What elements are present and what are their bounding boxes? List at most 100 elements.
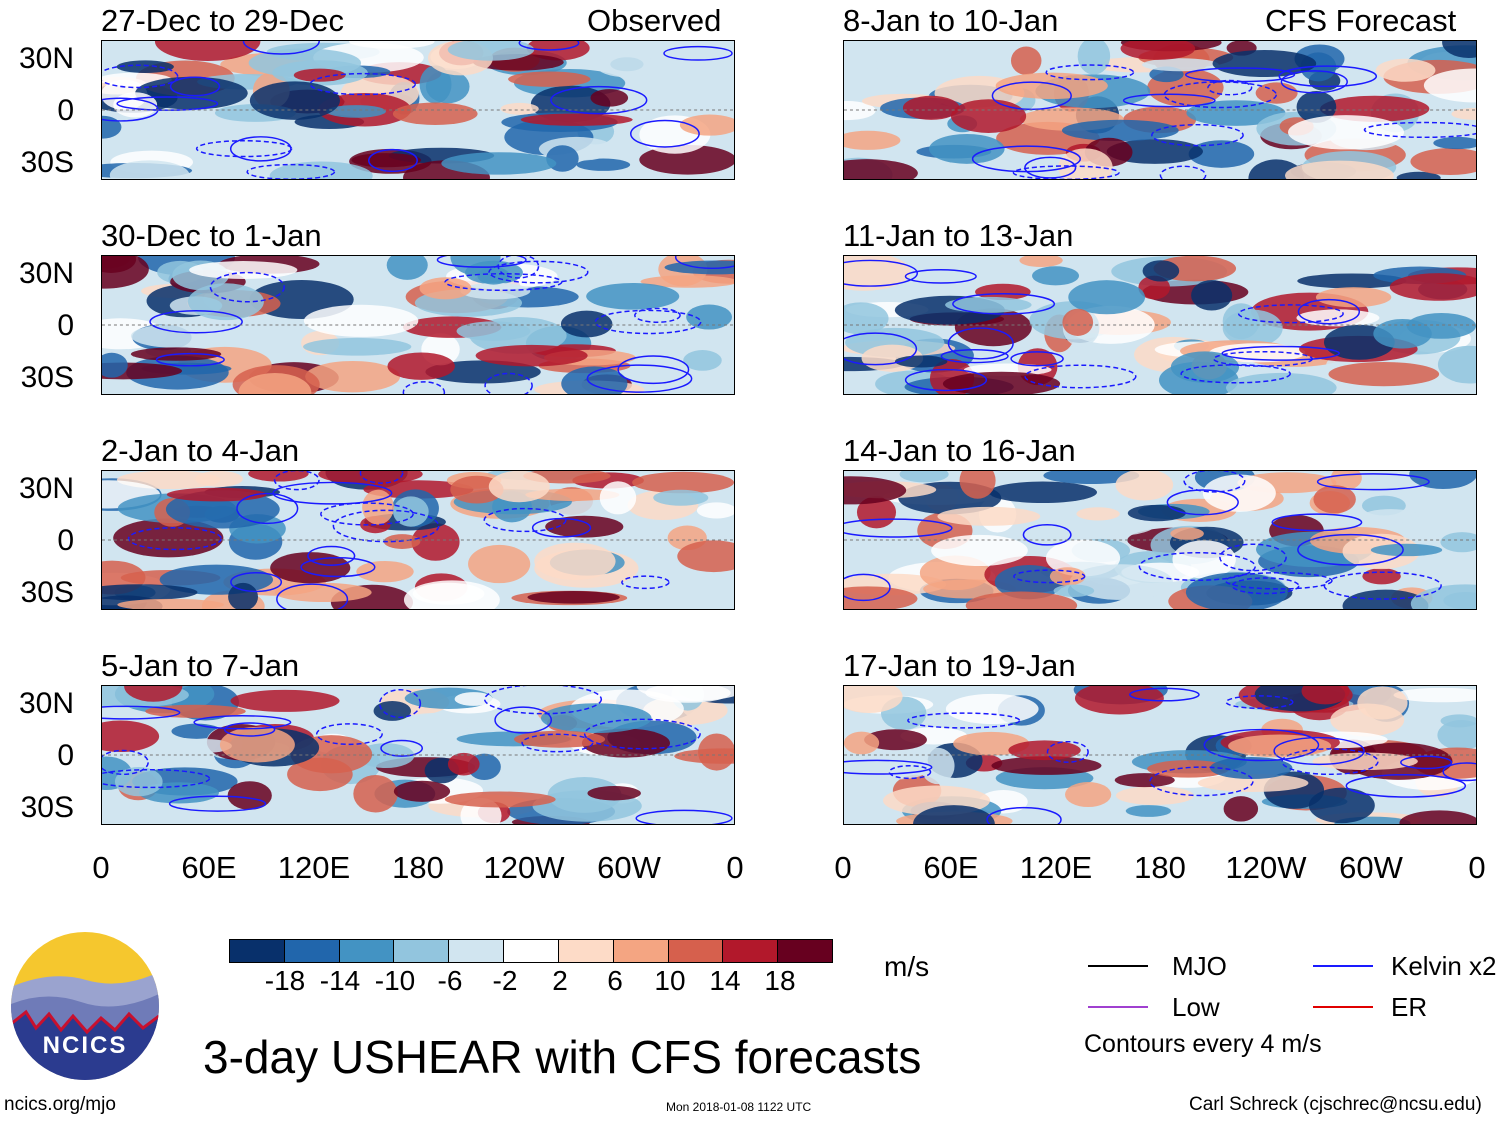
shear-anomaly-blob [995,72,1108,100]
colorbar-tick: 6 [607,965,623,996]
shear-anomaly-blob [195,471,243,487]
colorbar-bin [339,940,395,962]
shear-anomaly-blob [1222,303,1260,340]
kelvin-contour [332,509,440,543]
shear-anomaly-blob [913,805,995,824]
kelvin-contour [583,718,701,750]
shear-anomaly-blob [154,41,261,62]
shear-anomaly-blob [1228,734,1332,758]
shear-anomaly-blob [102,720,160,753]
shear-anomaly-blob [419,277,472,300]
map-panel-right-1 [843,40,1477,180]
shear-anomaly-blob [1010,46,1042,75]
shear-anomaly-blob [590,89,629,107]
shear-anomaly-blob [1296,90,1337,123]
shear-anomaly-blob [1062,308,1094,336]
kelvin-contour [1363,121,1476,139]
shear-anomaly-blob [696,502,734,519]
kelvin-contour [550,85,648,115]
panel-title-left-4: 5-Jan to 7-Jan [101,648,300,683]
shear-anomaly-blob [456,321,531,341]
kelvin-contour [483,686,603,715]
shear-anomaly-blob [1223,796,1259,822]
legend-kelvin-line [1313,965,1373,967]
shear-anomaly-blob [1301,686,1350,705]
shear-anomaly-blob [441,152,557,175]
shear-anomaly-blob [902,95,960,120]
kelvin-contour [1273,736,1365,766]
colorbar-bin [778,940,832,962]
kelvin-contour [272,481,393,505]
shear-anomaly-blob [411,523,460,561]
shear-anomaly-blob [475,344,588,367]
kelvin-contour [1237,304,1344,324]
shear-anomaly-blob [392,496,429,527]
panel-title-left-1: 27-Dec to 29-Dec [101,3,344,38]
shear-anomaly-blob [392,102,478,125]
colorbar-tick: 2 [552,965,568,996]
shear-anomaly-blob [386,256,428,280]
shear-anomaly-blob [124,686,183,702]
shear-anomaly-blob [1115,471,1174,501]
colorbar-bin [504,940,559,962]
kelvin-contour [904,368,988,392]
shear-anomaly-blob [270,552,351,584]
colorbar-tick: 18 [764,965,796,996]
kelvin-contour [1442,762,1476,782]
panel-title-right-4: 17-Jan to 19-Jan [843,648,1076,683]
shear-anomaly-blob [508,71,591,87]
shear-anomaly-blob [228,582,259,609]
kelvin-contour [940,349,1009,364]
shear-anomaly-blob [1451,108,1476,120]
shear-anomaly-blob [988,481,1097,504]
kelvin-contour [273,471,320,491]
shear-anomaly-blob [1142,260,1180,282]
shear-anomaly-blob [875,50,925,77]
ncics-logo: NCICS [11,932,159,1080]
shear-anomaly-blob [1212,49,1317,77]
map-panel-left-1 [101,40,735,180]
kelvin-contour [1180,364,1291,384]
shear-anomaly-blob [1308,787,1375,824]
y-tick-30s-row4: 30S [20,791,74,824]
kelvin-contour [952,293,1056,315]
y-tick-30s-row2: 30S [20,361,74,394]
shear-anomaly-blob [1032,266,1080,286]
x-tick-left-60e: 60E [181,850,237,885]
forecast-label: CFS Forecast [1265,3,1457,38]
kelvin-contour [1129,687,1200,702]
legend-kelvin-label: Kelvin x2 [1391,951,1497,981]
shear-anomaly-blob [1410,148,1476,176]
shear-anomaly-blob [1053,584,1095,597]
kelvin-contour [844,332,918,366]
shear-anomaly-blob [1125,805,1172,817]
kelvin-contour [402,381,446,394]
kelvin-contour [116,96,219,111]
kelvin-contour [102,705,181,720]
kelvin-contour [497,256,540,279]
y-tick-30n-row1: 30N [18,42,74,75]
kelvin-contour [1400,755,1453,770]
kelvin-contour [1297,533,1404,566]
x-tick-left-120w: 120W [483,850,565,885]
shear-anomaly-blob [1443,591,1476,609]
kelvin-contour [1281,748,1379,776]
shear-anomaly-blob [1114,773,1175,788]
map-panel-right-2 [843,255,1477,395]
shear-anomaly-blob [116,60,174,74]
shear-anomaly-blob [561,366,628,394]
shear-anomaly-blob [945,296,1032,313]
shear-anomaly-blob [356,743,415,769]
shear-anomaly-blob [863,762,927,780]
shear-anomaly-blob [454,692,493,706]
y-tick-30n-row2: 30N [18,257,74,290]
kelvin-contour [1159,165,1207,179]
shear-anomaly-blob [326,105,386,118]
kelvin-contour [635,809,733,824]
kelvin-contour [483,507,567,533]
shear-anomaly-blob [1019,256,1063,268]
kelvin-contour [904,269,977,284]
footer-url[interactable]: ncics.org/mjo [4,1094,116,1115]
shear-anomaly-blob [931,534,1028,567]
shear-anomaly-blob [948,264,979,289]
